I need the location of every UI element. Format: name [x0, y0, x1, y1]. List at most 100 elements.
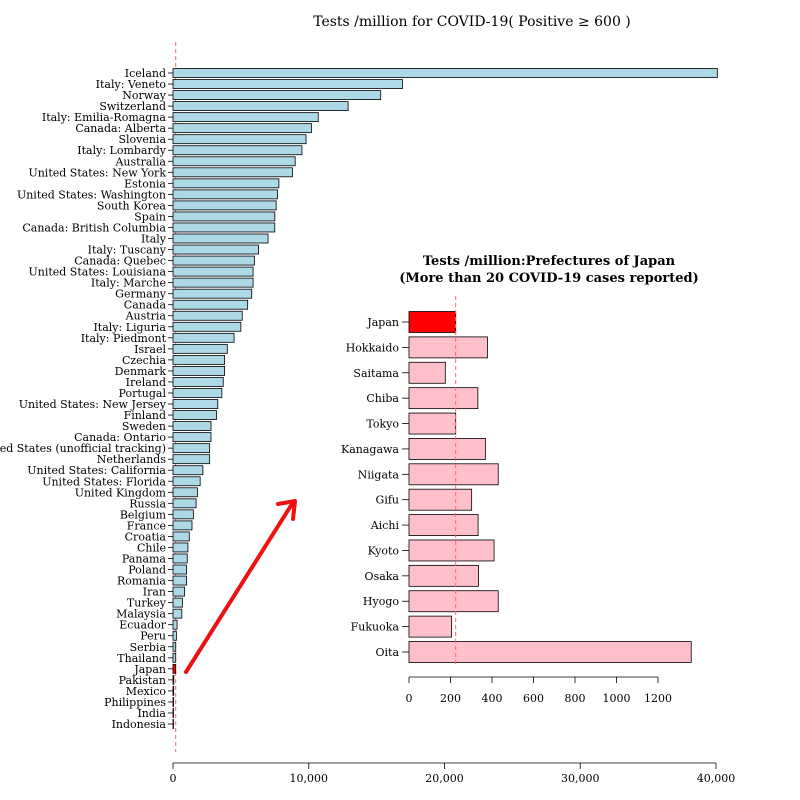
- inset-bar-japan: [408, 311, 457, 333]
- main-bar-ireland: [172, 377, 224, 387]
- main-label-canada-british-columbia: Canada: British Columbia: [22, 221, 166, 234]
- main-label-mexico: Mexico: [126, 685, 167, 698]
- main-xtick-label-1: 10,000: [290, 772, 329, 785]
- main-label-united-kingdom: United Kingdom: [75, 486, 167, 499]
- main-label-canada-quebec: Canada: Quebec: [74, 255, 166, 268]
- main-bar-finland: [172, 410, 217, 420]
- main-label-south-korea: South Korea: [97, 199, 167, 212]
- main-xtick-label-0: 0: [170, 772, 177, 785]
- main-bar-india: [172, 708, 174, 718]
- main-bar-estonia: [172, 178, 280, 189]
- main-label-italy-tuscany: Italy: Tuscany: [88, 244, 167, 257]
- main-label-slovenia: Slovenia: [118, 133, 166, 146]
- inset-label-tokyo: Tokyo: [366, 418, 399, 431]
- main-label-italy: Italy: [141, 233, 167, 246]
- main-label-united-states-washington: United States: Washington: [17, 188, 166, 201]
- main-label-estonia: Estonia: [124, 177, 166, 190]
- inset-bar-chiba: [408, 387, 479, 410]
- main-bar-italy: [172, 233, 269, 244]
- main-bar-canada: [172, 299, 249, 310]
- main-xtick-label-2: 20,000: [425, 772, 464, 785]
- inset-xtick-label-6: 1200: [644, 692, 672, 705]
- main-label-ireland: Ireland: [126, 376, 166, 389]
- inset-label-oita: Oita: [375, 646, 399, 659]
- main-label-united-states-unofficial-tracking: United States (unofficial tracking): [0, 442, 166, 455]
- inset-xtick-label-5: 1000: [603, 692, 631, 705]
- main-label-united-states-new-jersey: United States: New Jersey: [19, 398, 167, 411]
- main-bar-serbia: [172, 641, 177, 652]
- main-label-philippines: Philippines: [104, 696, 166, 709]
- main-bar-belgium: [172, 509, 194, 520]
- main-bar-switzerland: [172, 101, 349, 112]
- inset-bar-saitama: [408, 361, 446, 384]
- inset-label-kanagawa: Kanagawa: [341, 443, 399, 456]
- main-label-denmark: Denmark: [115, 365, 167, 378]
- inset-x-axis: 0 200 400 600 800 1000 1200: [406, 676, 672, 705]
- main-label-canada-ontario: Canada: Ontario: [74, 431, 166, 444]
- main-label-india: India: [137, 707, 166, 720]
- main-label-finland: Finland: [124, 409, 166, 422]
- main-bar-united-states-california: [172, 465, 204, 476]
- inset-label-aichi: Aichi: [370, 519, 400, 532]
- main-bar-germany: [172, 288, 253, 299]
- main-label-united-states-louisiana: United States: Louisiana: [28, 266, 166, 279]
- main-bar-italy-piedmont: [172, 332, 235, 343]
- main-bar-philippines: [172, 697, 174, 707]
- inset-bar-oita: [408, 641, 692, 663]
- main-label-france: France: [127, 519, 166, 532]
- main-label-italy-liguria: Italy: Liguria: [93, 321, 166, 334]
- main-label-united-states-new-york: United States: New York: [28, 166, 166, 179]
- main-xtick-label-3: 30,000: [561, 772, 600, 785]
- main-label-united-states-california: United States: California: [27, 464, 166, 477]
- main-label-iceland: Iceland: [125, 67, 166, 80]
- main-label-peru: Peru: [140, 630, 166, 643]
- inset-bar-hokkaido: [408, 336, 488, 359]
- main-bar-turkey: [172, 597, 183, 608]
- main-label-thailand: Thailand: [117, 652, 166, 665]
- inset-xtick-label-2: 400: [482, 692, 503, 705]
- main-bar-slovenia: [172, 134, 307, 145]
- main-chart-title: Tests /million for COVID-19( Positive ≥ …: [313, 14, 631, 30]
- inset-chart-subtitle: (More than 20 COVID-19 cases reported): [399, 271, 699, 286]
- inset-bar-hyogo: [408, 590, 499, 613]
- inset-label-kyoto: Kyoto: [368, 544, 400, 557]
- inset-xtick-label-1: 200: [440, 692, 461, 705]
- main-bar-united-states-louisiana: [172, 266, 254, 277]
- inset-label-niigata: Niigata: [358, 468, 400, 481]
- main-bar-austria: [172, 310, 243, 321]
- main-bars: [172, 68, 718, 729]
- inset-chart-title: Tests /million:Prefectures of Japan: [423, 254, 676, 269]
- main-label-pakistan: Pakistan: [119, 674, 166, 687]
- main-label-spain: Spain: [134, 210, 166, 223]
- main-bar-united-states-unofficial-tracking: [172, 443, 211, 454]
- inset-bar-osaka: [408, 564, 479, 587]
- main-bar-united-states-new-york: [172, 167, 293, 178]
- main-xtick-label-4: 40,000: [697, 772, 736, 785]
- main-bar-japan: [172, 663, 177, 674]
- main-bar-united-states-florida: [172, 476, 201, 487]
- main-bar-denmark: [172, 366, 225, 376]
- main-bar-italy-emilia-romagna: [172, 112, 319, 123]
- main-label-canada: Canada: [124, 299, 167, 312]
- main-bar-iceland: [172, 68, 718, 78]
- inset-label-gifu: Gifu: [376, 494, 399, 507]
- main-label-turkey: Turkey: [127, 597, 167, 610]
- inset-label-hokkaido: Hokkaido: [346, 341, 400, 354]
- main-bar-norway: [172, 90, 382, 100]
- main-label-romania: Romania: [117, 575, 166, 588]
- main-label-norway: Norway: [122, 89, 166, 102]
- inset-label-saitama: Saitama: [353, 367, 399, 380]
- inset-xtick-label-0: 0: [406, 692, 413, 705]
- main-bar-italy-lombardy: [172, 145, 303, 156]
- inset-label-hyogo: Hyogo: [363, 595, 399, 608]
- arrow-shaft: [184, 502, 294, 674]
- main-label-panama: Panama: [122, 552, 167, 565]
- main-bar-sweden: [172, 421, 212, 431]
- main-bar-canada-alberta: [172, 123, 312, 134]
- main-bar-pakistan: [172, 674, 175, 685]
- arrow-to-inset: [184, 499, 297, 674]
- main-label-croatia: Croatia: [125, 530, 167, 543]
- main-label-italy-emilia-romagna: Italy: Emilia-Romagna: [42, 111, 167, 124]
- inset-bar-kanagawa: [408, 438, 486, 460]
